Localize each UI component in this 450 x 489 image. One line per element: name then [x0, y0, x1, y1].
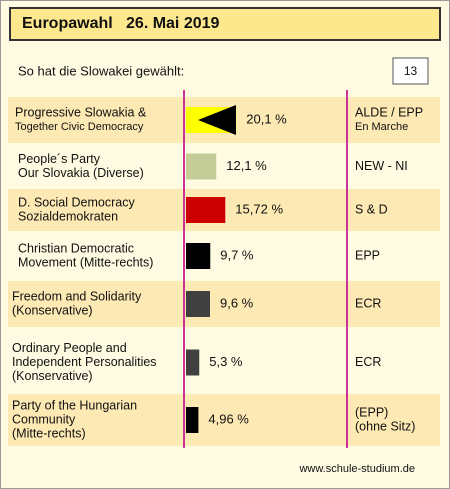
- value-label: 9,6 %: [220, 295, 254, 310]
- value-label: 20,1 %: [246, 111, 287, 126]
- category-label: People´s Party: [18, 152, 101, 166]
- category-label: Ordinary People and: [12, 341, 127, 355]
- row-band: [8, 394, 440, 446]
- category-label: Our Slovakia (Diverse): [18, 166, 144, 180]
- bar: [186, 291, 210, 317]
- subtitle: So hat die Slowakei gewählt:: [18, 63, 184, 78]
- category-label: Progressive Slowakia &: [15, 105, 147, 119]
- category-label: D. Social Democracy: [18, 195, 135, 209]
- category-label: Christian Democratic: [18, 241, 134, 255]
- category-label: (Mitte-rechts): [12, 426, 86, 440]
- chart-title: Europawahl 26. Mai 2019: [22, 15, 220, 32]
- bar: [186, 243, 211, 269]
- bar: [186, 153, 217, 180]
- bar: [186, 197, 226, 223]
- marker: [198, 105, 236, 135]
- title-box: [9, 7, 441, 41]
- value-label: 5,3 %: [209, 354, 243, 369]
- category-label: (Konservative): [12, 303, 93, 317]
- category-label: Movement (Mitte-rechts): [18, 255, 153, 269]
- group-label: ALDE / EPP: [355, 105, 423, 119]
- group-label: ECR: [355, 355, 381, 369]
- group-label: EPP: [355, 248, 380, 262]
- category-label: Community: [12, 412, 76, 426]
- category-label: Sozialdemokraten: [18, 209, 118, 223]
- value-label: 9,7 %: [220, 247, 254, 262]
- value-label: 4,96 %: [208, 411, 249, 426]
- seats: 13: [404, 64, 418, 78]
- value-label: 12,1 %: [226, 158, 267, 173]
- group-label: (EPP): [355, 405, 388, 419]
- category-label: Party of the Hungarian: [12, 398, 137, 412]
- category-label: (Konservative): [12, 369, 93, 383]
- row-band: [8, 281, 440, 327]
- bar: [186, 407, 199, 433]
- group-label: (ohne Sitz): [355, 419, 415, 433]
- category-label: Together Civic Democracy: [15, 121, 144, 133]
- group-label: ECR: [355, 296, 381, 310]
- value-label: 15,72 %: [235, 201, 283, 216]
- category-label: Freedom and Solidarity: [12, 289, 142, 303]
- group-label: NEW - NI: [355, 159, 408, 173]
- bar: [186, 349, 200, 376]
- seats-box: [392, 57, 429, 85]
- category-label: Independent Personalities: [12, 355, 157, 369]
- source: www.schule-studium.de: [298, 463, 415, 475]
- group-label: En Marche: [355, 121, 408, 133]
- group-label: S & D: [355, 202, 388, 216]
